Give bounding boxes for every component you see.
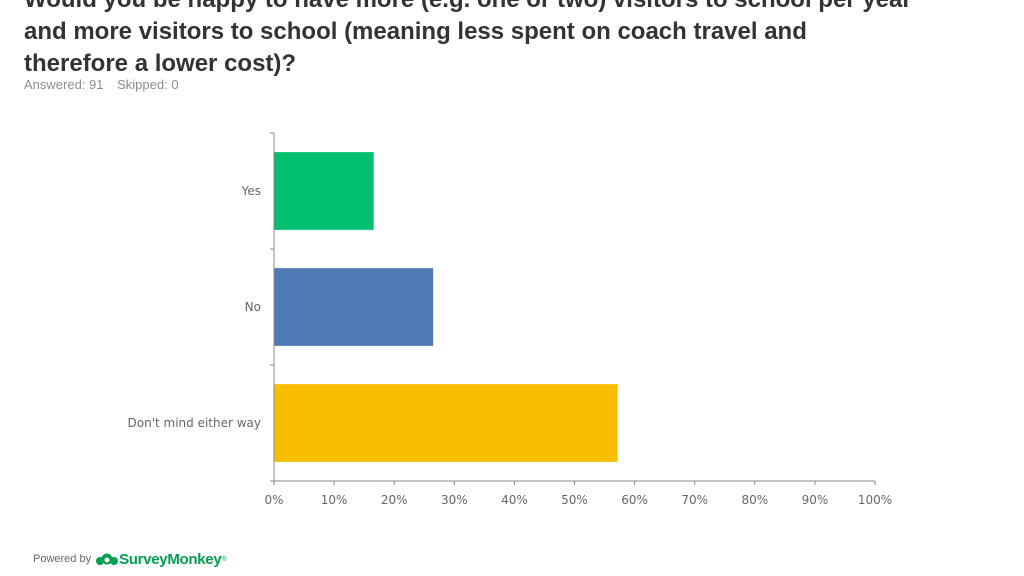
x-tick-label: 40% [501,493,528,507]
surveymonkey-logo-icon [96,553,119,565]
x-tick-label: 80% [741,493,768,507]
x-tick-label: 0% [264,493,283,507]
x-tick-label: 60% [621,493,648,507]
response-stats: Answered: 91 Skipped: 0 [24,77,189,92]
bar-no [274,268,434,346]
answered-count: Answered: 91 [24,77,104,92]
category-label: No [245,300,261,314]
surveymonkey-brand: SurveyMonkey [119,550,222,568]
question-title: Would you be happy to have more (e.g. on… [24,0,984,80]
question-title-line: therefore a lower cost)? [24,50,297,77]
powered-by-label: Powered by [33,553,92,565]
x-tick-label: 20% [381,493,408,507]
category-label: Yes [241,184,261,198]
footer: Powered by SurveyMonkey ® [33,549,227,569]
x-tick-label: 30% [441,493,468,507]
x-tick-label: 10% [321,493,348,507]
x-tick-label: 50% [561,493,588,507]
bar-yes [274,152,374,230]
question-title-line: and more visitors to school (meaning les… [24,18,807,45]
category-label: Don't mind either way [128,416,262,430]
x-tick-label: 70% [681,493,708,507]
x-tick-label: 90% [802,493,829,507]
bar-don-t-mind-either-way [274,384,618,462]
brand-registered-mark: ® [221,555,227,563]
skipped-count: Skipped: 0 [117,77,179,92]
question-title-line: Would you be happy to have more (e.g. on… [24,0,984,16]
x-tick-label: 100% [858,493,892,507]
